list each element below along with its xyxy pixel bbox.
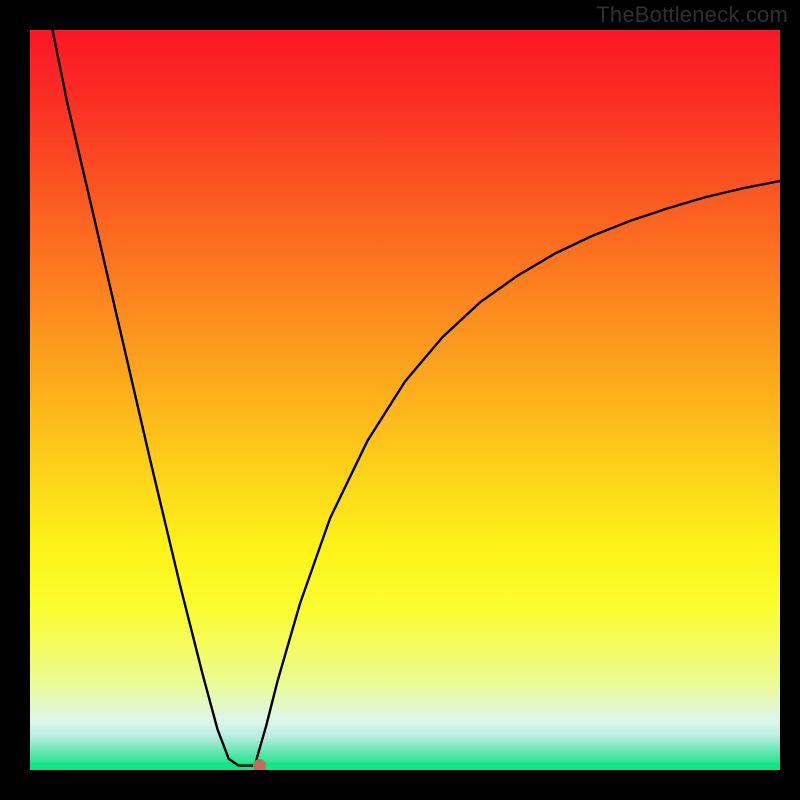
gradient-background: [30, 30, 780, 770]
plot-area: [30, 30, 780, 770]
figure-root: TheBottleneck.com: [0, 0, 800, 800]
watermark-text: TheBottleneck.com: [596, 2, 788, 28]
chart-svg: [30, 30, 780, 770]
bottom-band: [30, 763, 780, 770]
